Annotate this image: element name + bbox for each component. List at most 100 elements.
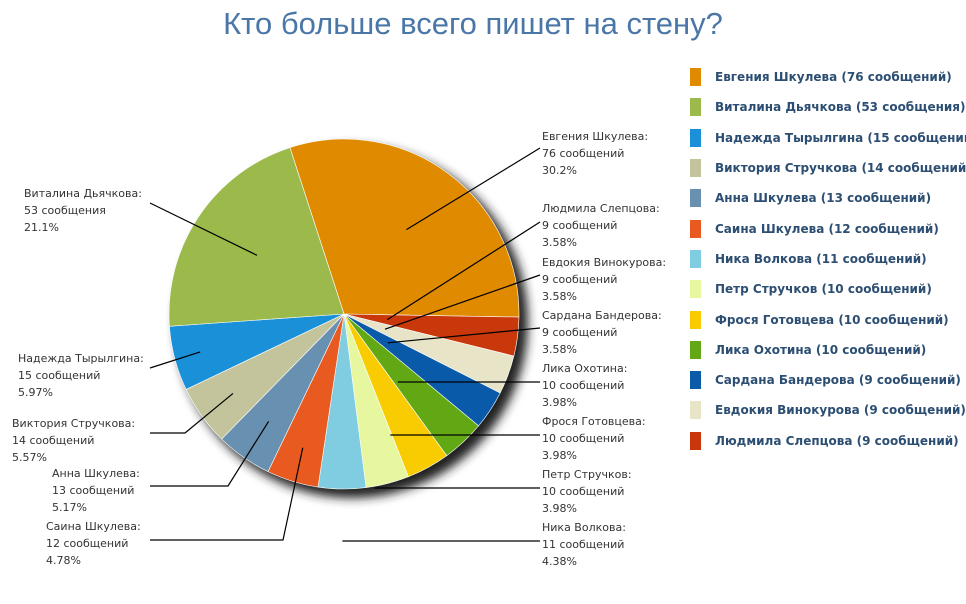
data-label: Евдокия Винокурова: 9 сообщений 3.58% (542, 254, 666, 305)
data-label-percent: 4.38% (542, 555, 577, 568)
legend-swatch (690, 340, 701, 359)
legend-label: Петр Стручков (10 сообщений) (715, 282, 932, 297)
data-label-name: Евгения Шкулева: (542, 130, 649, 143)
data-label-name: Лика Охотина: (542, 362, 628, 375)
data-label-count-label: 11 сообщений (542, 538, 625, 551)
legend-label: Надежда Тырылгина (15 сообщений (715, 130, 966, 145)
legend-label: Виталина Дьячкова (53 сообщения) (715, 100, 966, 115)
data-label: Виктория Стручкова: 14 сообщений 5.57% (12, 415, 135, 466)
legend-swatch (690, 431, 701, 450)
leader-line-2 (384, 274, 541, 330)
leader-line-0 (406, 147, 541, 231)
data-label-name: Людмила Слепцова: (542, 202, 660, 215)
leader-line-1 (387, 221, 541, 321)
data-label: Сардана Бандерова: 9 сообщений 3.58% (542, 307, 662, 358)
legend-label: Лика Охотина (10 сообщений) (715, 342, 927, 357)
data-label-count-label: 10 сообщений (542, 432, 625, 445)
legend-label: Саина Шкулева (12 сообщений) (715, 221, 939, 236)
data-label: Анна Шкулева: 13 сообщений 5.17% (52, 465, 140, 516)
data-label-percent: 21.1% (24, 221, 59, 234)
data-label-name: Виталина Дьячкова: (24, 187, 142, 200)
legend-label: Виктория Стручкова (14 сообщений) (715, 161, 966, 176)
legend-label: Ника Волкова (11 сообщений) (715, 251, 927, 266)
legend-item: Петр Стручков (10 сообщений) (690, 274, 966, 304)
data-label-count-label: 13 сообщений (52, 484, 135, 497)
leader-line-9 (150, 421, 270, 487)
legend-swatch (690, 128, 701, 147)
data-label: Саина Шкулева: 12 сообщений 4.78% (46, 518, 141, 569)
legend-swatch (690, 159, 701, 178)
data-label-name: Надежда Тырылгина: (18, 352, 144, 365)
data-label: Лика Охотина: 10 сообщений 3.98% (542, 360, 627, 411)
legend-swatch (690, 249, 701, 268)
leader-line-8 (150, 447, 304, 541)
legend-label: Евгения Шкулева (76 сообщений) (715, 70, 952, 85)
legend-label: Сардана Бандерова (9 сообщений) (715, 373, 961, 388)
legend-item: Евгения Шкулева (76 сообщений) (690, 62, 966, 92)
legend-swatch (690, 98, 701, 117)
data-label-name: Евдокия Винокурова: (542, 256, 667, 269)
data-label-name: Анна Шкулева: (52, 467, 140, 480)
data-label-count-label: 9 сообщений (542, 219, 618, 232)
legend-swatch (690, 401, 701, 420)
data-label: Людмила Слепцова: 9 сообщений 3.58% (542, 200, 660, 251)
data-label-count-label: 76 сообщений (542, 147, 625, 160)
legend-swatch (690, 219, 701, 238)
legend-swatch (690, 371, 701, 390)
legend-item: Виталина Дьячкова (53 сообщения) (690, 92, 966, 122)
leader-line-12 (149, 202, 258, 256)
data-label-percent: 3.98% (542, 396, 577, 409)
data-label-name: Виктория Стручкова: (12, 417, 136, 430)
data-label-count-label: 12 сообщений (46, 537, 129, 550)
legend-label: Анна Шкулева (13 сообщений) (715, 191, 932, 206)
legend-item: Фрося Готовцева (10 сообщений) (690, 304, 966, 334)
leader-line-3 (387, 327, 541, 344)
data-label-name: Петр Стручков: (542, 468, 632, 481)
legend-item: Анна Шкулева (13 сообщений) (690, 183, 966, 213)
legend-item: Надежда Тырылгина (15 сообщений (690, 123, 966, 153)
data-label-percent: 5.17% (52, 501, 87, 514)
legend-item: Ника Волкова (11 сообщений) (690, 244, 966, 274)
legend-label: Фрося Готовцева (10 сообщений) (715, 312, 949, 327)
data-label-percent: 30.2% (542, 164, 577, 177)
data-label-count-label: 10 сообщений (542, 379, 625, 392)
data-label: Евгения Шкулева: 76 сообщений 30.2% (542, 128, 648, 179)
legend: Евгения Шкулева (76 сообщений) Виталина Д… (690, 62, 966, 456)
data-label-count-label: 14 сообщений (12, 434, 95, 447)
legend-swatch (690, 310, 701, 329)
data-label-count-label: 9 сообщений (542, 326, 618, 339)
data-label-count-label: 53 сообщения (24, 204, 106, 217)
data-label: Ника Волкова: 11 сообщений 4.38% (542, 519, 626, 570)
data-label-percent: 5.57% (12, 451, 47, 464)
data-label-name: Ника Волкова: (542, 521, 626, 534)
legend-item: Лика Охотина (10 сообщений) (690, 335, 966, 365)
data-label-percent: 4.78% (46, 554, 81, 567)
data-label-name: Сардана Бандерова: (542, 309, 662, 322)
legend-item: Евдокия Винокурова (9 сообщений) (690, 395, 966, 425)
legend-item: Сардана Бандерова (9 сообщений) (690, 365, 966, 395)
data-label-count-label: 10 сообщений (542, 485, 625, 498)
leader-line-10 (150, 392, 234, 434)
legend-label: Людмила Слепцова (9 сообщений) (715, 433, 959, 448)
legend-swatch (690, 280, 701, 299)
legend-item: Людмила Слепцова (9 сообщений) (690, 426, 966, 456)
data-label-percent: 3.58% (542, 343, 577, 356)
pie-slice-12 (168, 147, 345, 327)
data-label-count-label: 15 сообщений (18, 369, 101, 382)
chart-title: Кто больше всего пишет на стену? (223, 6, 723, 41)
leader-line-11 (149, 351, 201, 369)
data-label-percent: 3.98% (542, 449, 577, 462)
legend-swatch (690, 189, 701, 208)
data-label: Надежда Тырылгина: 15 сообщений 5.97% (18, 350, 144, 401)
legend-label: Евдокия Винокурова (9 сообщений) (715, 403, 966, 418)
data-label: Фрося Готовцева: 10 сообщений 3.98% (542, 413, 646, 464)
data-label-name: Фрося Готовцева: (542, 415, 646, 428)
data-label-percent: 5.97% (18, 386, 53, 399)
data-label-percent: 3.98% (542, 502, 577, 515)
data-label-percent: 3.58% (542, 290, 577, 303)
legend-swatch (690, 68, 701, 87)
data-label-name: Саина Шкулева: (46, 520, 141, 533)
data-label: Виталина Дьячкова: 53 сообщения 21.1% (24, 185, 142, 236)
data-label-count-label: 9 сообщений (542, 273, 618, 286)
